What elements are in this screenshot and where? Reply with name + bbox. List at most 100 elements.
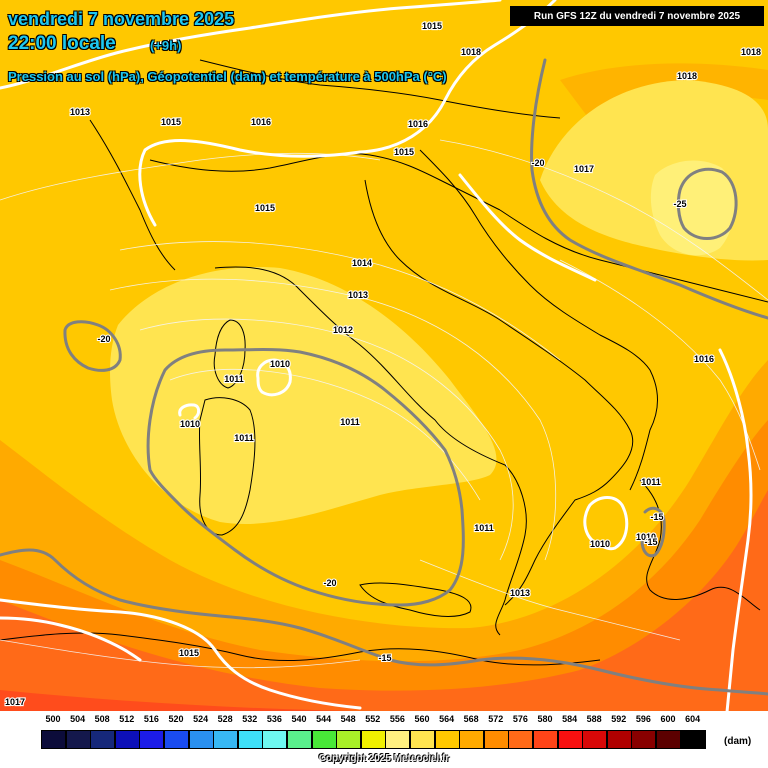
pressure-label: 1018 <box>677 71 697 81</box>
pressure-label: 1017 <box>574 164 594 174</box>
border-france <box>89 119 176 271</box>
legend-swatch <box>65 730 91 749</box>
pressure-label: 1010 <box>590 539 610 549</box>
isobar-1016 <box>559 259 761 471</box>
temperature-label: -20 <box>97 334 110 344</box>
legend-label: 564 <box>439 714 455 724</box>
legend-swatch <box>508 730 534 749</box>
copyright-notice: Copyright 2025 Meteociel.fr <box>318 753 450 764</box>
sicily-coast <box>359 582 472 617</box>
pressure-label: 1010 <box>180 419 200 429</box>
legend-label: 508 <box>94 714 110 724</box>
model-run-info: Run GFS 12Z du vendredi 7 novembre 2025 <box>510 6 764 26</box>
legend-label: 524 <box>193 714 209 724</box>
isotherm-minus20-central <box>146 348 465 607</box>
legend-label: 516 <box>143 714 159 724</box>
isobar-1017 <box>439 139 768 301</box>
forecast-offset: (+9h) <box>150 38 182 53</box>
legend-label: 540 <box>291 714 307 724</box>
legend-swatch <box>631 730 657 749</box>
isobar-1015-south <box>0 639 361 669</box>
legend-label: 504 <box>70 714 86 724</box>
legend-label: 536 <box>266 714 282 724</box>
legend-label: 544 <box>316 714 332 724</box>
legend-swatch <box>360 730 386 749</box>
isobar-1016-north <box>0 152 381 201</box>
isotherm-minus25 <box>676 167 738 240</box>
legend-label: 568 <box>463 714 479 724</box>
legend-swatch <box>114 730 140 749</box>
legend-swatch <box>533 730 558 749</box>
isobar-1015-bold-south <box>0 598 362 710</box>
legend-swatch <box>188 730 214 749</box>
sardinia-coast <box>198 397 256 536</box>
isobar-1015-bold-left-south <box>0 616 142 662</box>
pressure-label: 1015 <box>179 648 199 658</box>
legend-swatch <box>410 730 435 749</box>
legend-swatch <box>164 730 189 749</box>
isobar-1010-ionian <box>583 496 629 551</box>
pressure-label: 1010 <box>270 359 290 369</box>
pressure-label: 1011 <box>474 523 494 533</box>
temperature-label: -15 <box>644 537 657 547</box>
isobar-1012 <box>139 318 514 561</box>
italy-coast <box>214 179 634 636</box>
temperature-label: -20 <box>531 158 544 168</box>
legend-swatch <box>582 730 608 749</box>
border-central-europe <box>199 59 561 119</box>
legend-label: 500 <box>45 714 61 724</box>
legend-label: 592 <box>611 714 627 724</box>
legend-label: 556 <box>389 714 405 724</box>
isotherm-minus15-south <box>0 548 768 696</box>
map-parameters-title: Pression au sol (hPa), Géopotentiel (dam… <box>8 69 447 84</box>
isobar-1015-bold-north <box>138 0 557 227</box>
pressure-label: 1018 <box>461 47 481 57</box>
legend-swatch <box>90 730 116 749</box>
legend-label: 596 <box>635 714 651 724</box>
isobar-1015-bold-east <box>718 348 753 714</box>
africa-coast <box>0 632 601 666</box>
legend-label: 520 <box>168 714 184 724</box>
legend-label: 512 <box>119 714 135 724</box>
legend-label: 604 <box>685 714 701 724</box>
pressure-label: 1011 <box>234 433 254 443</box>
isobar-1013-south <box>419 559 681 641</box>
pressure-label-layer: 1015 1018 1018 1018 1013 1015 1016 1016 1015 1017… <box>4 20 762 708</box>
coastlines <box>0 59 768 666</box>
legend-swatch <box>262 730 288 749</box>
pressure-label: 1011 <box>340 417 360 427</box>
isobar-1013 <box>109 278 557 561</box>
adriatic-coast-east <box>419 149 658 491</box>
legend-swatch <box>434 730 460 749</box>
isotherm-minus20-east <box>530 58 768 320</box>
pressure-label: 1015 <box>394 147 414 157</box>
legend-label: 548 <box>340 714 356 724</box>
legend-label: 580 <box>537 714 553 724</box>
isobar-1015-bold-northwest <box>0 0 502 90</box>
pressure-label: 1011 <box>641 477 661 487</box>
isobar-1010-sardinia <box>178 403 201 420</box>
isobar-1010-corsica <box>256 358 292 397</box>
legend-swatch <box>459 730 485 749</box>
legend-swatch <box>287 730 312 749</box>
map-date-title: vendredi 7 novembre 2025 <box>8 9 235 29</box>
map-time-title: 22:00 locale <box>8 33 116 54</box>
legend-label: 552 <box>365 714 381 724</box>
pressure-label: 1015 <box>422 21 442 31</box>
legend-swatch <box>656 730 681 749</box>
pressure-label: 1014 <box>352 258 372 268</box>
isobar-1015-bold-adriatic <box>458 173 597 282</box>
legend-swatch <box>606 730 632 749</box>
legend-unit: (dam) <box>724 736 752 747</box>
isobar-1014 <box>119 241 561 361</box>
isotherm-minus15-ionian <box>640 506 666 558</box>
legend-label: 576 <box>512 714 528 724</box>
pressure-label: 1015 <box>161 117 181 127</box>
pressure-label: 1017 <box>5 697 25 707</box>
legend-label: 560 <box>414 714 430 724</box>
legend-label: 532 <box>242 714 258 724</box>
field-560-band <box>110 267 497 524</box>
legend-swatch <box>680 730 706 749</box>
